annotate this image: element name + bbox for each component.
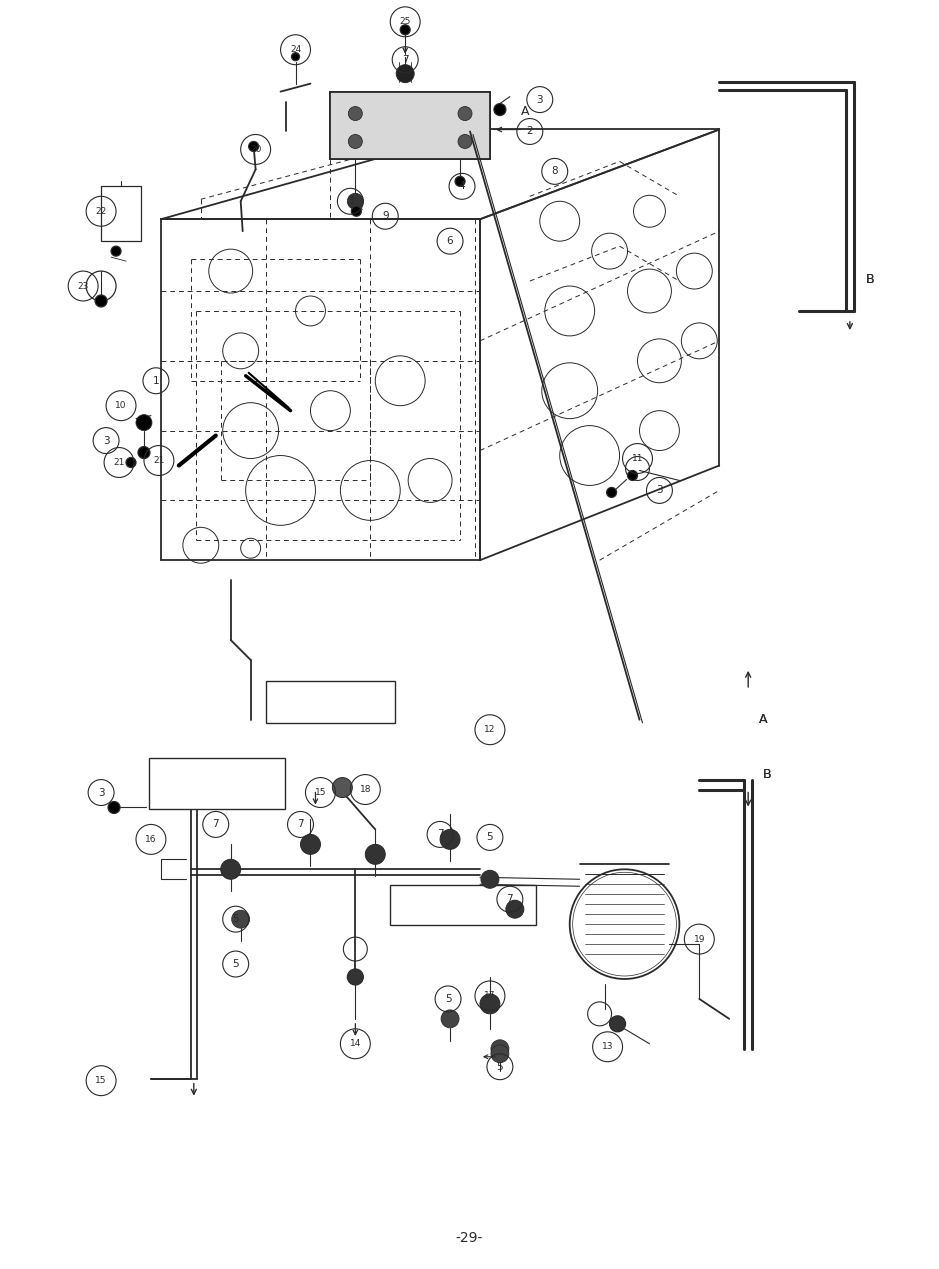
Text: 8: 8 (551, 166, 558, 176)
Text: 1: 1 (153, 376, 160, 386)
Text: 21: 21 (153, 456, 164, 464)
Polygon shape (331, 91, 490, 160)
Text: 13: 13 (602, 1042, 613, 1051)
Text: 14: 14 (349, 1039, 361, 1048)
Circle shape (481, 871, 499, 888)
Text: 17: 17 (485, 991, 496, 1000)
Text: DRIVING SHAFT: DRIVING SHAFT (178, 792, 254, 802)
Text: B: B (762, 768, 772, 782)
FancyBboxPatch shape (149, 758, 285, 810)
Circle shape (300, 835, 320, 854)
Text: 5: 5 (486, 832, 493, 843)
Text: フィルター: フィルター (450, 887, 476, 896)
FancyBboxPatch shape (391, 886, 536, 925)
Text: 3: 3 (102, 435, 109, 445)
Circle shape (348, 107, 362, 121)
Text: 5: 5 (497, 1062, 503, 1072)
Circle shape (332, 778, 352, 797)
Text: 7: 7 (402, 55, 408, 65)
Text: 24: 24 (290, 46, 301, 55)
Text: -29-: -29- (455, 1231, 483, 1245)
Text: 7: 7 (297, 820, 304, 830)
Circle shape (458, 135, 472, 148)
Circle shape (348, 135, 362, 148)
Text: 15: 15 (96, 1076, 107, 1085)
Text: OIL FILTER: OIL FILTER (437, 905, 490, 914)
FancyBboxPatch shape (266, 681, 395, 723)
Circle shape (396, 65, 414, 82)
Circle shape (400, 25, 410, 34)
Text: 3: 3 (656, 486, 663, 495)
Text: LOOPER: LOOPER (196, 775, 238, 786)
Text: A: A (759, 713, 767, 726)
Circle shape (351, 207, 362, 216)
Circle shape (126, 458, 136, 467)
Circle shape (249, 141, 258, 151)
Text: 20: 20 (250, 145, 261, 154)
Circle shape (455, 176, 465, 187)
Text: 19: 19 (694, 934, 705, 944)
Text: 5: 5 (445, 994, 452, 1004)
Text: 4: 4 (459, 181, 466, 192)
Circle shape (480, 994, 500, 1014)
Circle shape (494, 104, 506, 115)
Text: フィルター: フィルター (317, 683, 344, 692)
Circle shape (458, 107, 472, 121)
Circle shape (111, 246, 121, 256)
Circle shape (365, 844, 385, 864)
Text: 25: 25 (399, 18, 411, 27)
Circle shape (607, 487, 617, 497)
Text: 9: 9 (382, 211, 389, 221)
Text: 5: 5 (232, 914, 239, 924)
Text: 22: 22 (96, 207, 107, 216)
Text: 21: 21 (114, 458, 125, 467)
Text: 2: 2 (527, 127, 533, 137)
Circle shape (232, 910, 250, 928)
Text: 7: 7 (506, 895, 514, 905)
Circle shape (138, 447, 150, 458)
Text: 3: 3 (347, 197, 354, 207)
Text: 3: 3 (98, 788, 104, 797)
Text: 7: 7 (212, 820, 219, 830)
Circle shape (136, 415, 152, 430)
Text: 5: 5 (232, 959, 239, 970)
Text: 15: 15 (315, 788, 326, 797)
Text: B: B (866, 273, 874, 286)
Text: 3: 3 (536, 95, 543, 104)
Text: 7: 7 (437, 830, 443, 839)
Text: 23: 23 (77, 282, 89, 291)
Text: A: A (759, 713, 767, 726)
Circle shape (108, 802, 120, 813)
Circle shape (491, 1039, 509, 1058)
Circle shape (291, 53, 300, 61)
Text: 12: 12 (485, 725, 496, 735)
Text: B: B (866, 273, 874, 286)
Circle shape (347, 193, 363, 209)
Text: OIL FILTER: OIL FILTER (303, 702, 357, 712)
Circle shape (440, 830, 460, 849)
Text: 16: 16 (146, 835, 157, 844)
Text: 10: 10 (115, 401, 127, 410)
FancyBboxPatch shape (101, 187, 141, 241)
Circle shape (441, 1010, 459, 1028)
Circle shape (506, 900, 524, 919)
Text: 18: 18 (360, 786, 371, 794)
Circle shape (609, 1016, 625, 1032)
Text: B: B (762, 768, 772, 782)
Text: 11: 11 (632, 454, 643, 463)
Circle shape (95, 294, 107, 307)
Circle shape (347, 970, 363, 985)
Text: 6: 6 (447, 236, 454, 246)
Circle shape (491, 1044, 509, 1062)
Text: 振元軸: 振元軸 (208, 760, 224, 769)
Text: A: A (520, 105, 529, 118)
Circle shape (221, 859, 240, 879)
Circle shape (627, 471, 638, 481)
